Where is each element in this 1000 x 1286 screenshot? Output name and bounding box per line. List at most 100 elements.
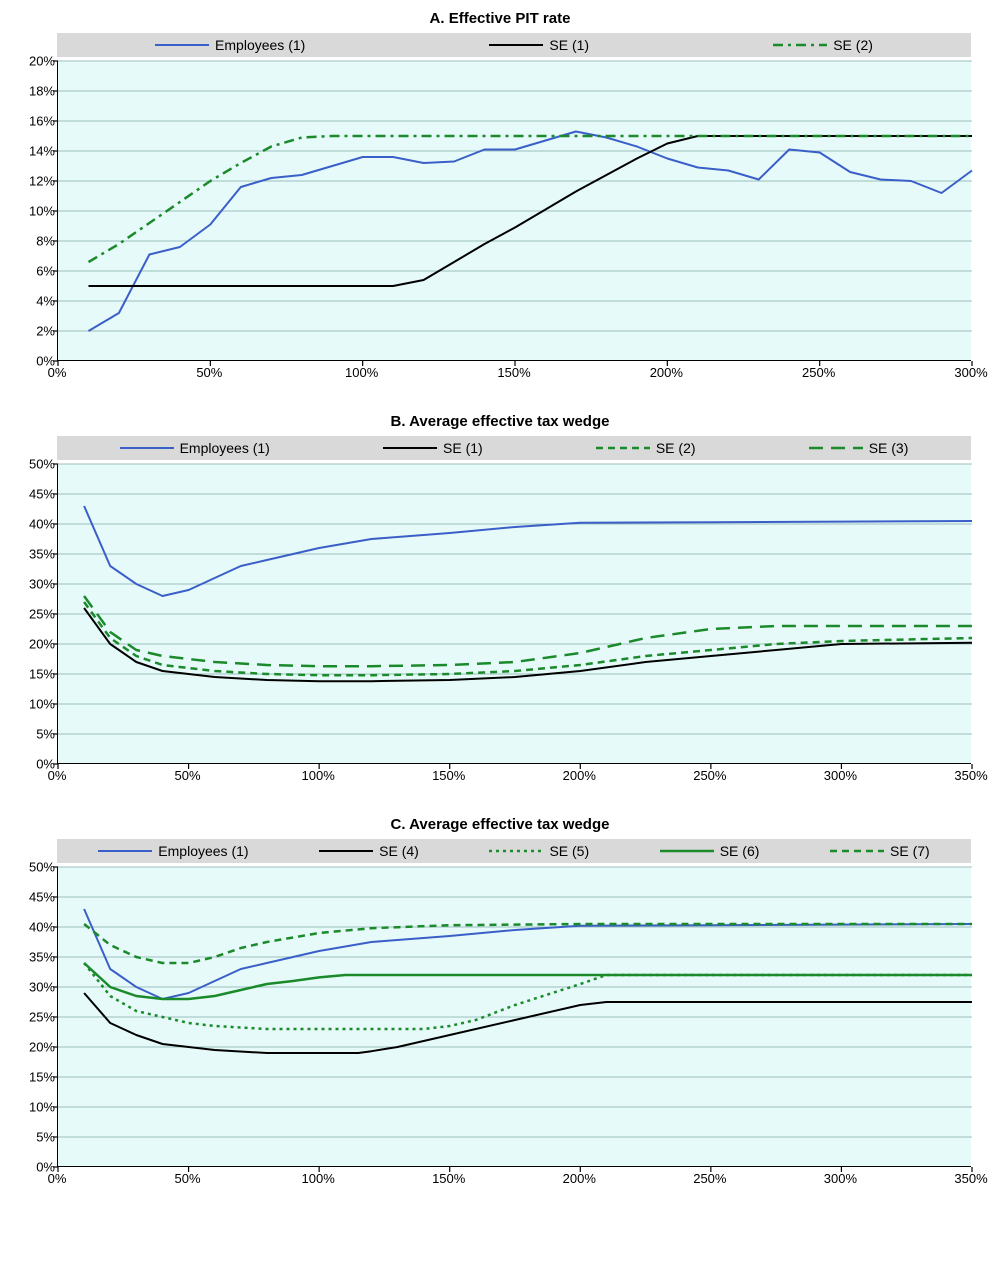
legend-item: SE (7) (830, 843, 930, 859)
chart-chartB: B. Average effective tax wedge Employees … (5, 413, 995, 788)
chart-wrap: 0%2%4%6%8%10%12%14%16%18%20%0%50%100%150… (57, 61, 971, 385)
series-line (84, 909, 972, 999)
y-tick-label: 15% (11, 667, 55, 682)
legend-item: SE (3) (809, 440, 909, 456)
legend-label: SE (1) (443, 440, 483, 456)
y-tick-label: 6% (11, 264, 55, 279)
x-axis-labels: 0%50%100%150%200%250%300%350% (57, 1171, 971, 1191)
chart-title: C. Average effective tax wedge (5, 816, 995, 833)
legend-label: Employees (1) (158, 843, 248, 859)
y-tick-label: 20% (11, 54, 55, 69)
y-tick-label: 20% (11, 637, 55, 652)
legend-swatch (773, 38, 827, 52)
y-tick-label: 50% (11, 860, 55, 875)
legend: Employees (1) SE (4) SE (5) SE (6) SE (7) (57, 839, 971, 863)
legend-item: Employees (1) (155, 37, 305, 53)
chart-wrap: 0%5%10%15%20%25%30%35%40%45%50%0%50%100%… (57, 464, 971, 788)
y-tick-label: 10% (11, 204, 55, 219)
y-tick-label: 40% (11, 517, 55, 532)
x-axis-labels: 0%50%100%150%200%250%300%350% (57, 768, 971, 788)
y-tick-label: 5% (11, 1130, 55, 1145)
y-tick-label: 15% (11, 1070, 55, 1085)
x-tick-label: 250% (802, 365, 835, 380)
y-tick-label: 35% (11, 547, 55, 562)
legend-item: SE (2) (596, 440, 696, 456)
legend-item: SE (5) (489, 843, 589, 859)
x-tick-label: 0% (48, 365, 67, 380)
legend-label: SE (6) (720, 843, 760, 859)
legend-label: Employees (1) (180, 440, 270, 456)
legend-item: SE (6) (660, 843, 760, 859)
y-tick-label: 10% (11, 1100, 55, 1115)
series-line (84, 963, 972, 999)
y-axis-labels: 0%5%10%15%20%25%30%35%40%45%50% (11, 867, 55, 1191)
x-tick-label: 250% (693, 768, 726, 783)
legend-swatch (809, 441, 863, 455)
chart-title: B. Average effective tax wedge (5, 413, 995, 430)
legend-item: SE (2) (773, 37, 873, 53)
legend-label: SE (1) (549, 37, 589, 53)
y-axis-labels: 0%5%10%15%20%25%30%35%40%45%50% (11, 464, 55, 788)
y-tick-label: 2% (11, 324, 55, 339)
y-axis-labels: 0%2%4%6%8%10%12%14%16%18%20% (11, 61, 55, 385)
legend-label: SE (4) (379, 843, 419, 859)
legend-swatch (98, 844, 152, 858)
legend-swatch (489, 38, 543, 52)
x-tick-label: 0% (48, 1171, 67, 1186)
x-tick-label: 50% (175, 768, 201, 783)
plot-area (57, 464, 971, 764)
x-tick-label: 200% (563, 768, 596, 783)
x-tick-label: 0% (48, 768, 67, 783)
y-tick-label: 45% (11, 890, 55, 905)
legend-label: SE (5) (549, 843, 589, 859)
y-tick-label: 10% (11, 697, 55, 712)
y-tick-label: 25% (11, 1010, 55, 1025)
x-tick-label: 100% (345, 365, 378, 380)
legend-swatch (830, 844, 884, 858)
x-tick-label: 50% (196, 365, 222, 380)
y-tick-label: 30% (11, 577, 55, 592)
y-tick-label: 40% (11, 920, 55, 935)
x-tick-label: 100% (302, 1171, 335, 1186)
y-tick-label: 50% (11, 457, 55, 472)
plot-area (57, 61, 971, 361)
plot-area (57, 867, 971, 1167)
chart-title: A. Effective PIT rate (5, 10, 995, 27)
legend-label: SE (7) (890, 843, 930, 859)
legend-label: Employees (1) (215, 37, 305, 53)
y-tick-label: 14% (11, 144, 55, 159)
x-tick-label: 200% (650, 365, 683, 380)
y-tick-label: 45% (11, 487, 55, 502)
chart-chartC: C. Average effective tax wedge Employees … (5, 816, 995, 1191)
series-line (84, 596, 972, 666)
x-tick-label: 150% (432, 1171, 465, 1186)
x-tick-label: 250% (693, 1171, 726, 1186)
x-tick-label: 350% (954, 1171, 987, 1186)
legend-item: Employees (1) (120, 440, 270, 456)
y-tick-label: 12% (11, 174, 55, 189)
x-tick-label: 50% (175, 1171, 201, 1186)
legend-label: SE (2) (656, 440, 696, 456)
x-tick-label: 150% (432, 768, 465, 783)
x-tick-label: 100% (302, 768, 335, 783)
y-tick-label: 30% (11, 980, 55, 995)
legend-label: SE (2) (833, 37, 873, 53)
legend-swatch (120, 441, 174, 455)
y-tick-label: 8% (11, 234, 55, 249)
legend: Employees (1) SE (1) SE (2) (57, 33, 971, 57)
y-tick-label: 35% (11, 950, 55, 965)
legend-item: SE (4) (319, 843, 419, 859)
legend-item: SE (1) (489, 37, 589, 53)
series-line (84, 602, 972, 675)
legend-swatch (596, 441, 650, 455)
legend-label: SE (3) (869, 440, 909, 456)
x-tick-label: 300% (954, 365, 987, 380)
y-tick-label: 18% (11, 84, 55, 99)
series-line (89, 136, 973, 262)
x-tick-label: 350% (954, 768, 987, 783)
x-axis-labels: 0%50%100%150%200%250%300% (57, 365, 971, 385)
x-tick-label: 300% (824, 768, 857, 783)
legend-swatch (155, 38, 209, 52)
legend-item: Employees (1) (98, 843, 248, 859)
legend-item: SE (1) (383, 440, 483, 456)
